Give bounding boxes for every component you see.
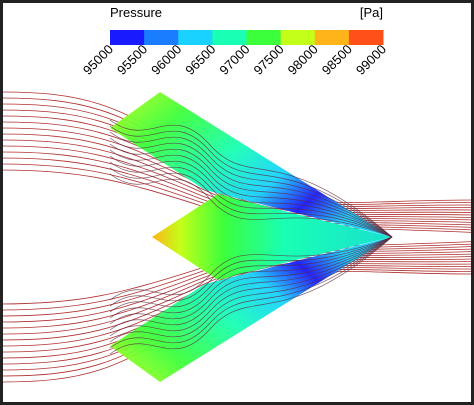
wing-streamline xyxy=(109,131,393,238)
colorbar-swatch xyxy=(144,30,179,45)
wing-streamline xyxy=(109,149,393,238)
wing-streamline xyxy=(109,173,393,238)
streamline xyxy=(0,251,474,329)
wing-streamline xyxy=(109,236,393,343)
lower-wing-contour xyxy=(110,237,392,382)
wing-streamline xyxy=(109,236,393,355)
streamline xyxy=(0,145,474,223)
colorbar-swatch xyxy=(212,30,247,45)
colorbar-swatch xyxy=(246,30,282,45)
colorbar-unit: [Pa] xyxy=(360,5,383,20)
center-contour xyxy=(152,194,392,280)
wing-streamlines xyxy=(109,119,393,355)
colorbar-swatch xyxy=(110,30,145,45)
colorbar-swatch xyxy=(314,30,350,45)
colorbar-swatch xyxy=(178,30,213,45)
wing-streamline xyxy=(109,236,393,349)
wing-streamline xyxy=(109,236,393,325)
wing-streamline xyxy=(109,236,393,301)
wing-streamline xyxy=(109,143,393,238)
wing-streamline xyxy=(109,137,393,238)
wing-streamline xyxy=(109,155,393,238)
wing-streamline xyxy=(109,236,393,319)
colorbar-title: Pressure xyxy=(110,5,162,20)
wing-streamline xyxy=(109,161,393,238)
colorbar-swatch xyxy=(280,30,316,45)
wing-streamline xyxy=(109,236,393,313)
wing-streamline xyxy=(109,119,393,238)
wing-streamline xyxy=(109,236,393,331)
upper-wing-contour xyxy=(110,92,392,237)
colorbar-swatch xyxy=(348,30,384,45)
wing-streamline xyxy=(109,236,393,307)
wing-streamline xyxy=(109,125,393,238)
wing-streamline xyxy=(109,167,393,238)
wing-streamline xyxy=(109,236,393,337)
